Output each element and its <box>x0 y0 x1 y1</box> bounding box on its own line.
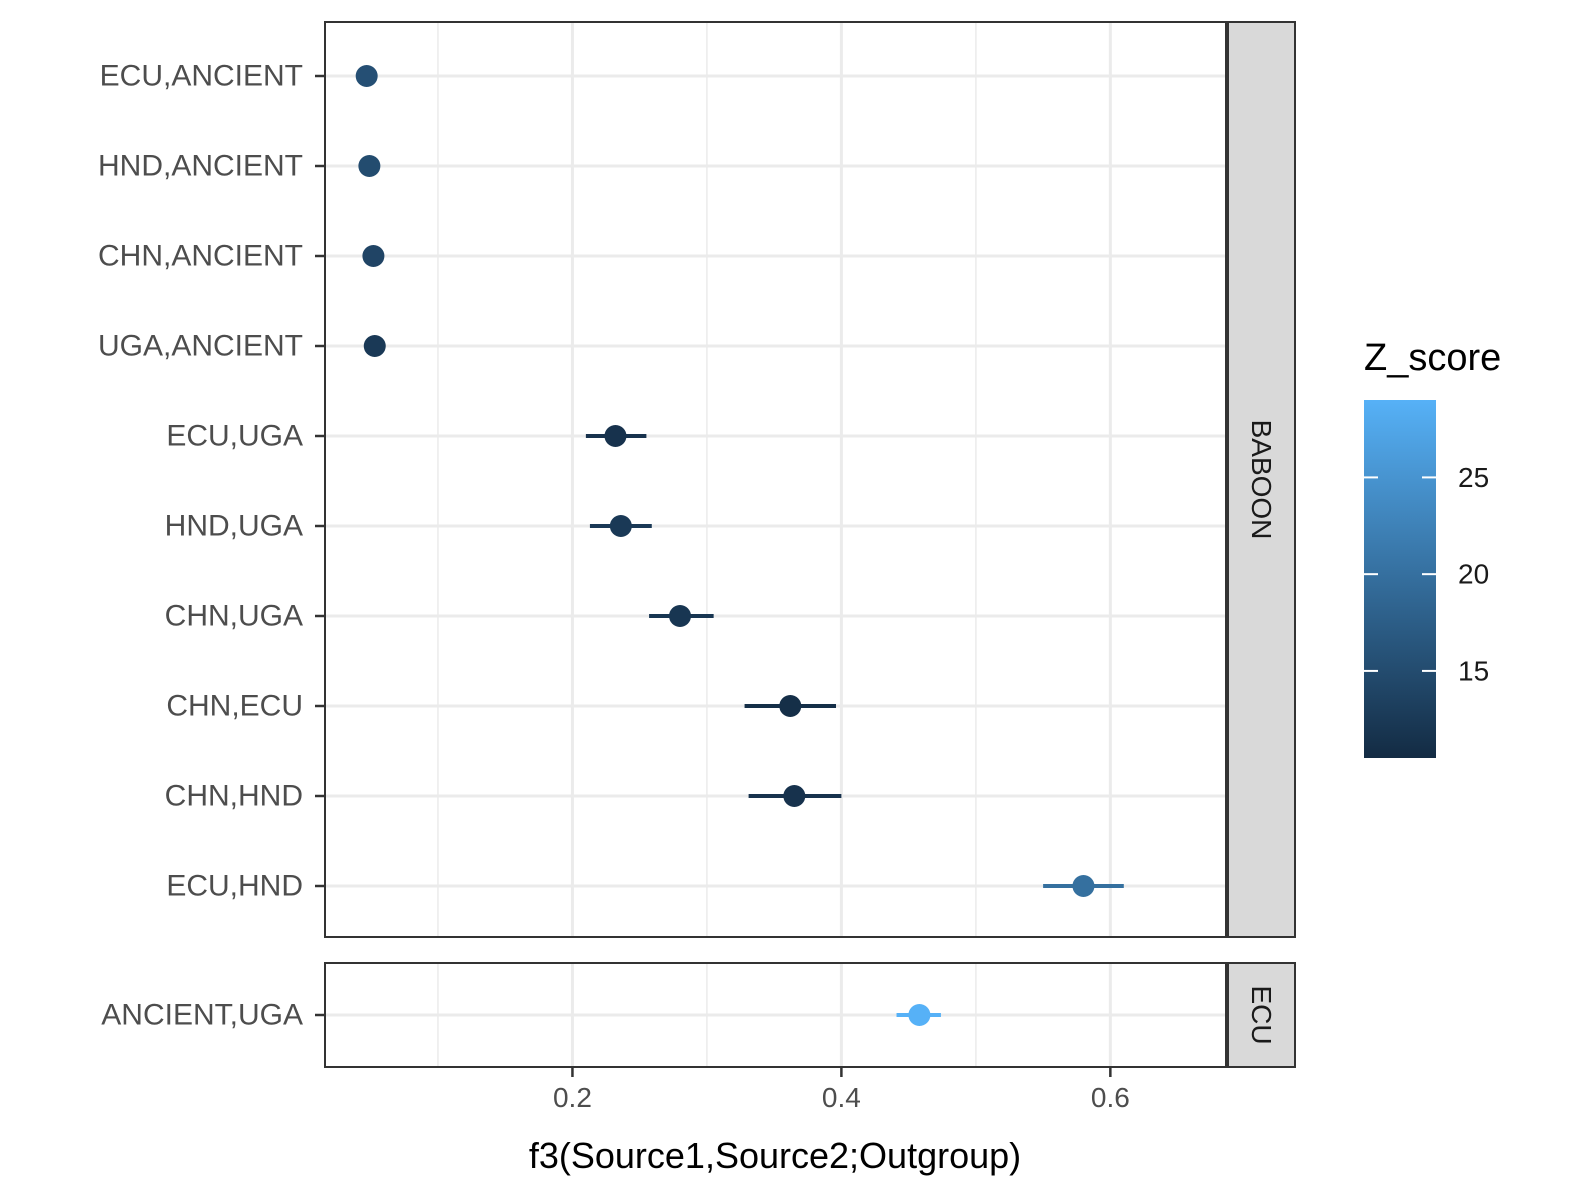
legend-tick-label: 15 <box>1458 655 1489 686</box>
y-tick-label: CHN,ANCIENT <box>98 240 303 273</box>
legend-ticks: 15 20 25 <box>1364 462 1489 686</box>
legend-tick-label: 20 <box>1458 559 1489 590</box>
data-point <box>363 335 386 357</box>
data-point <box>1072 875 1095 897</box>
data-point <box>779 695 802 717</box>
y-tick-label: CHN,UGA <box>165 600 303 633</box>
y-tick-label: CHN,ECU <box>166 690 303 723</box>
panel-border <box>324 21 1227 938</box>
facet-strip-label: BABOON <box>1246 420 1277 540</box>
facet-strip-label: ECU <box>1246 985 1277 1044</box>
y-tick-label: ANCIENT,UGA <box>101 999 303 1032</box>
legend-colorbar <box>1364 400 1436 758</box>
x-tick-label: 0.6 <box>1091 1082 1130 1113</box>
data-point <box>355 65 378 87</box>
panel-background <box>325 22 1226 937</box>
legend-tick-label: 25 <box>1458 462 1489 493</box>
y-tick-label: CHN,HND <box>165 780 303 813</box>
y-tick-label: UGA,ANCIENT <box>98 330 303 363</box>
data-point <box>908 1004 931 1026</box>
y-tick-label: HND,UGA <box>165 510 303 543</box>
grid-layer <box>325 22 1226 1067</box>
y-tick-label: ECU,UGA <box>166 420 303 453</box>
data-marks <box>355 65 1124 1026</box>
facet-strip <box>1227 21 1296 938</box>
legend-title: Z_score <box>1364 337 1501 379</box>
y-tick-label: ECU,HND <box>166 870 303 903</box>
data-point <box>362 245 385 267</box>
data-point <box>783 785 806 807</box>
data-point <box>609 515 632 537</box>
data-point <box>669 605 692 627</box>
panel-frames: BABOON ECU <box>324 21 1296 1068</box>
x-axis-label: f3(Source1,Source2;Outgroup) <box>529 1135 1021 1176</box>
legend: Z_score 15 20 25 <box>1364 337 1501 758</box>
data-point <box>604 425 627 447</box>
x-tick-label: 0.2 <box>553 1082 592 1113</box>
facet-strip <box>1227 962 1296 1068</box>
data-point <box>358 155 381 177</box>
y-tick-label: ECU,ANCIENT <box>100 60 303 93</box>
axes-layer: ECU,ANCIENT HND,ANCIENT CHN,ANCIENT UGA,ANC… <box>98 60 1130 1114</box>
x-tick-label: 0.4 <box>822 1082 861 1113</box>
y-tick-label: HND,ANCIENT <box>98 150 303 183</box>
